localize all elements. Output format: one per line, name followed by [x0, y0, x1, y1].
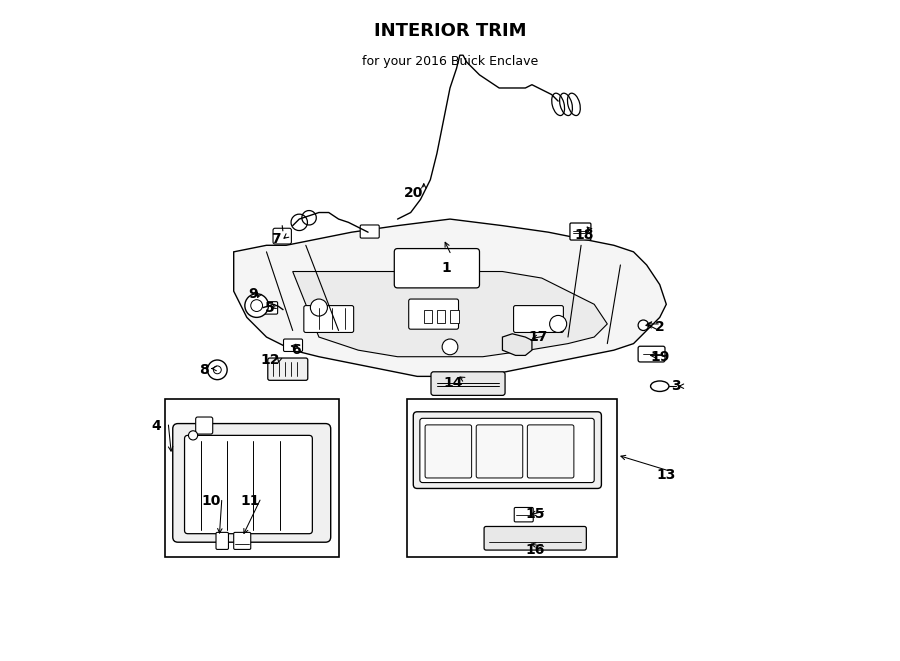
FancyBboxPatch shape	[184, 436, 312, 533]
Circle shape	[213, 366, 221, 373]
Text: 17: 17	[529, 330, 548, 344]
Bar	[436, 309, 446, 323]
Text: 19: 19	[650, 350, 670, 364]
FancyBboxPatch shape	[262, 301, 277, 314]
Text: 11: 11	[240, 494, 260, 508]
Text: 14: 14	[444, 376, 463, 390]
PathPatch shape	[502, 334, 532, 356]
FancyBboxPatch shape	[484, 526, 586, 550]
Text: 18: 18	[574, 229, 594, 243]
Circle shape	[310, 299, 328, 316]
FancyBboxPatch shape	[419, 418, 594, 483]
Text: 3: 3	[671, 379, 681, 393]
FancyBboxPatch shape	[638, 346, 665, 362]
FancyBboxPatch shape	[165, 399, 338, 557]
FancyBboxPatch shape	[431, 371, 505, 395]
FancyBboxPatch shape	[284, 339, 302, 352]
Text: for your 2016 Buick Enclave: for your 2016 Buick Enclave	[362, 56, 538, 68]
Circle shape	[208, 360, 227, 379]
FancyBboxPatch shape	[234, 532, 251, 549]
Text: INTERIOR TRIM: INTERIOR TRIM	[374, 22, 526, 40]
Circle shape	[442, 339, 458, 355]
Bar	[424, 309, 432, 323]
Text: 4: 4	[151, 418, 161, 432]
FancyBboxPatch shape	[476, 425, 523, 478]
FancyBboxPatch shape	[195, 417, 212, 434]
FancyBboxPatch shape	[360, 225, 379, 238]
Circle shape	[550, 315, 567, 332]
FancyBboxPatch shape	[514, 305, 563, 332]
Text: 16: 16	[526, 543, 544, 557]
Text: 2: 2	[655, 320, 664, 334]
FancyBboxPatch shape	[216, 532, 229, 549]
FancyBboxPatch shape	[268, 358, 308, 380]
Text: 13: 13	[657, 468, 676, 482]
FancyBboxPatch shape	[514, 508, 533, 522]
PathPatch shape	[234, 219, 666, 376]
Bar	[450, 309, 458, 323]
Text: 20: 20	[404, 186, 424, 200]
Circle shape	[245, 293, 268, 317]
Text: 9: 9	[248, 288, 258, 301]
FancyBboxPatch shape	[408, 399, 617, 557]
Circle shape	[638, 320, 649, 330]
Text: 6: 6	[292, 343, 301, 357]
FancyBboxPatch shape	[413, 412, 601, 488]
FancyBboxPatch shape	[273, 228, 292, 244]
Text: 12: 12	[260, 353, 280, 367]
FancyBboxPatch shape	[425, 425, 472, 478]
Text: 5: 5	[265, 301, 274, 315]
FancyBboxPatch shape	[173, 424, 330, 542]
Text: 15: 15	[526, 507, 545, 521]
FancyBboxPatch shape	[570, 223, 591, 240]
Text: 1: 1	[442, 261, 452, 275]
Circle shape	[251, 299, 263, 311]
FancyBboxPatch shape	[304, 305, 354, 332]
Circle shape	[188, 431, 198, 440]
Text: 8: 8	[199, 363, 209, 377]
Ellipse shape	[651, 381, 669, 391]
PathPatch shape	[292, 272, 608, 357]
Text: 7: 7	[272, 232, 281, 246]
FancyBboxPatch shape	[394, 249, 480, 288]
FancyBboxPatch shape	[409, 299, 458, 329]
Text: 10: 10	[201, 494, 220, 508]
FancyBboxPatch shape	[527, 425, 574, 478]
